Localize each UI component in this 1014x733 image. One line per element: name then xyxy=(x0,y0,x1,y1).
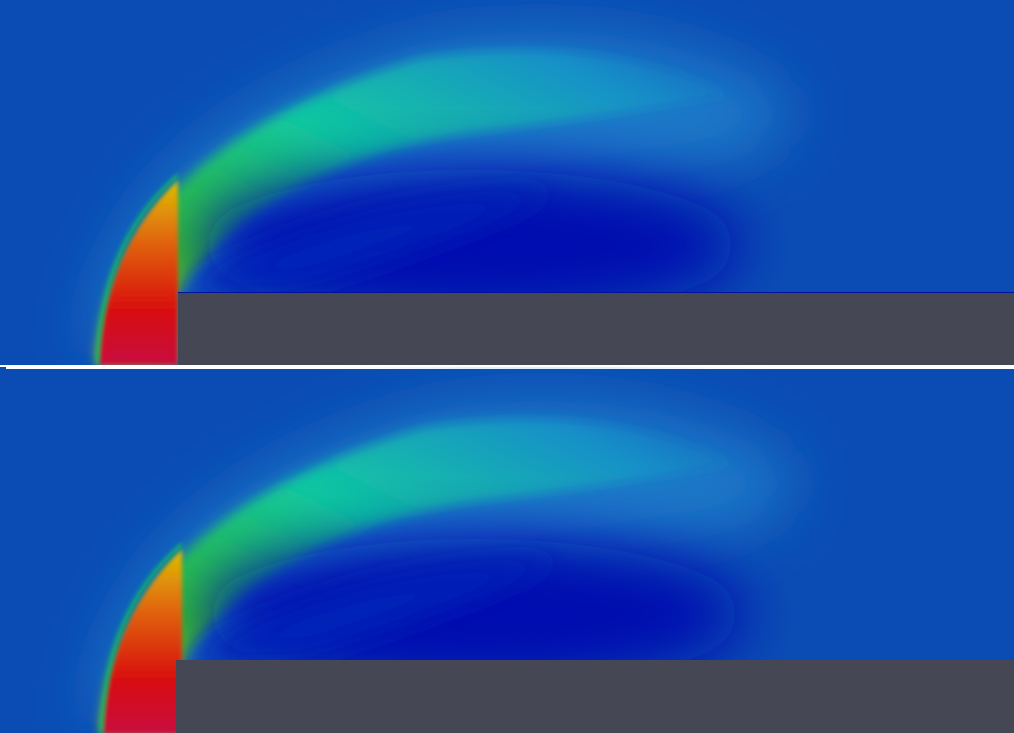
free-stream-edge xyxy=(0,367,6,733)
body xyxy=(178,293,1014,365)
top-panel xyxy=(0,0,1014,365)
body xyxy=(176,660,1014,733)
bottom-panel xyxy=(0,367,1014,733)
